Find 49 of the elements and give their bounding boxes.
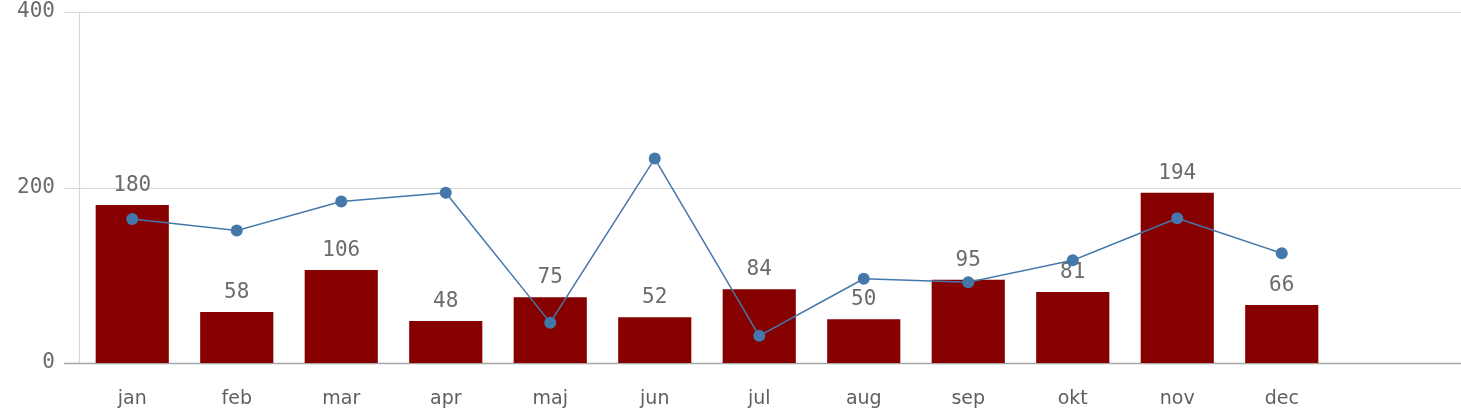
bar [618,317,692,363]
x-tick-label: sep [951,386,986,408]
x-tick-label: dec [1264,386,1299,408]
bar [409,320,483,363]
data-label: 194 [1158,159,1197,184]
x-tick-label: jun [639,386,670,408]
point [439,186,452,199]
data-label: 66 [1269,272,1295,297]
point [857,272,870,285]
x-tick-label: maj [532,386,568,408]
point [1275,247,1288,260]
bar [95,205,169,363]
bar [1140,192,1214,363]
y-tick-label: 400 [17,0,55,23]
data-label: 50 [851,286,877,311]
x-tick-label: feb [221,386,252,408]
bar [1245,305,1319,363]
x-tick-label: nov [1159,386,1195,408]
data-label: 84 [746,256,772,281]
data-label: 75 [537,264,563,289]
point [648,152,661,165]
point [962,276,975,289]
x-tick-label: jul [746,386,771,408]
point [335,195,348,208]
bar [304,269,378,363]
data-label: 95 [955,246,981,271]
x-tick-label: okt [1057,386,1088,408]
y-tick-label: 0 [42,349,55,374]
bar [827,319,901,363]
point [753,329,766,342]
bar [1036,291,1110,363]
data-label: 52 [642,284,668,309]
data-label: 106 [322,236,361,261]
data-label: 48 [433,287,459,312]
point [1171,212,1184,225]
point [544,316,557,329]
point [126,213,139,226]
bar [200,312,274,363]
bar [931,279,1005,363]
point [230,224,243,237]
bar [513,297,587,363]
x-tick-label: aug [845,386,882,408]
y-tick-label: 200 [17,173,55,198]
x-tick-label: jan [116,386,147,408]
data-label: 180 [113,172,152,196]
data-label: 58 [224,279,250,304]
bar [722,289,796,363]
x-tick-label: apr [429,386,462,408]
x-tick-label: mar [322,386,361,408]
